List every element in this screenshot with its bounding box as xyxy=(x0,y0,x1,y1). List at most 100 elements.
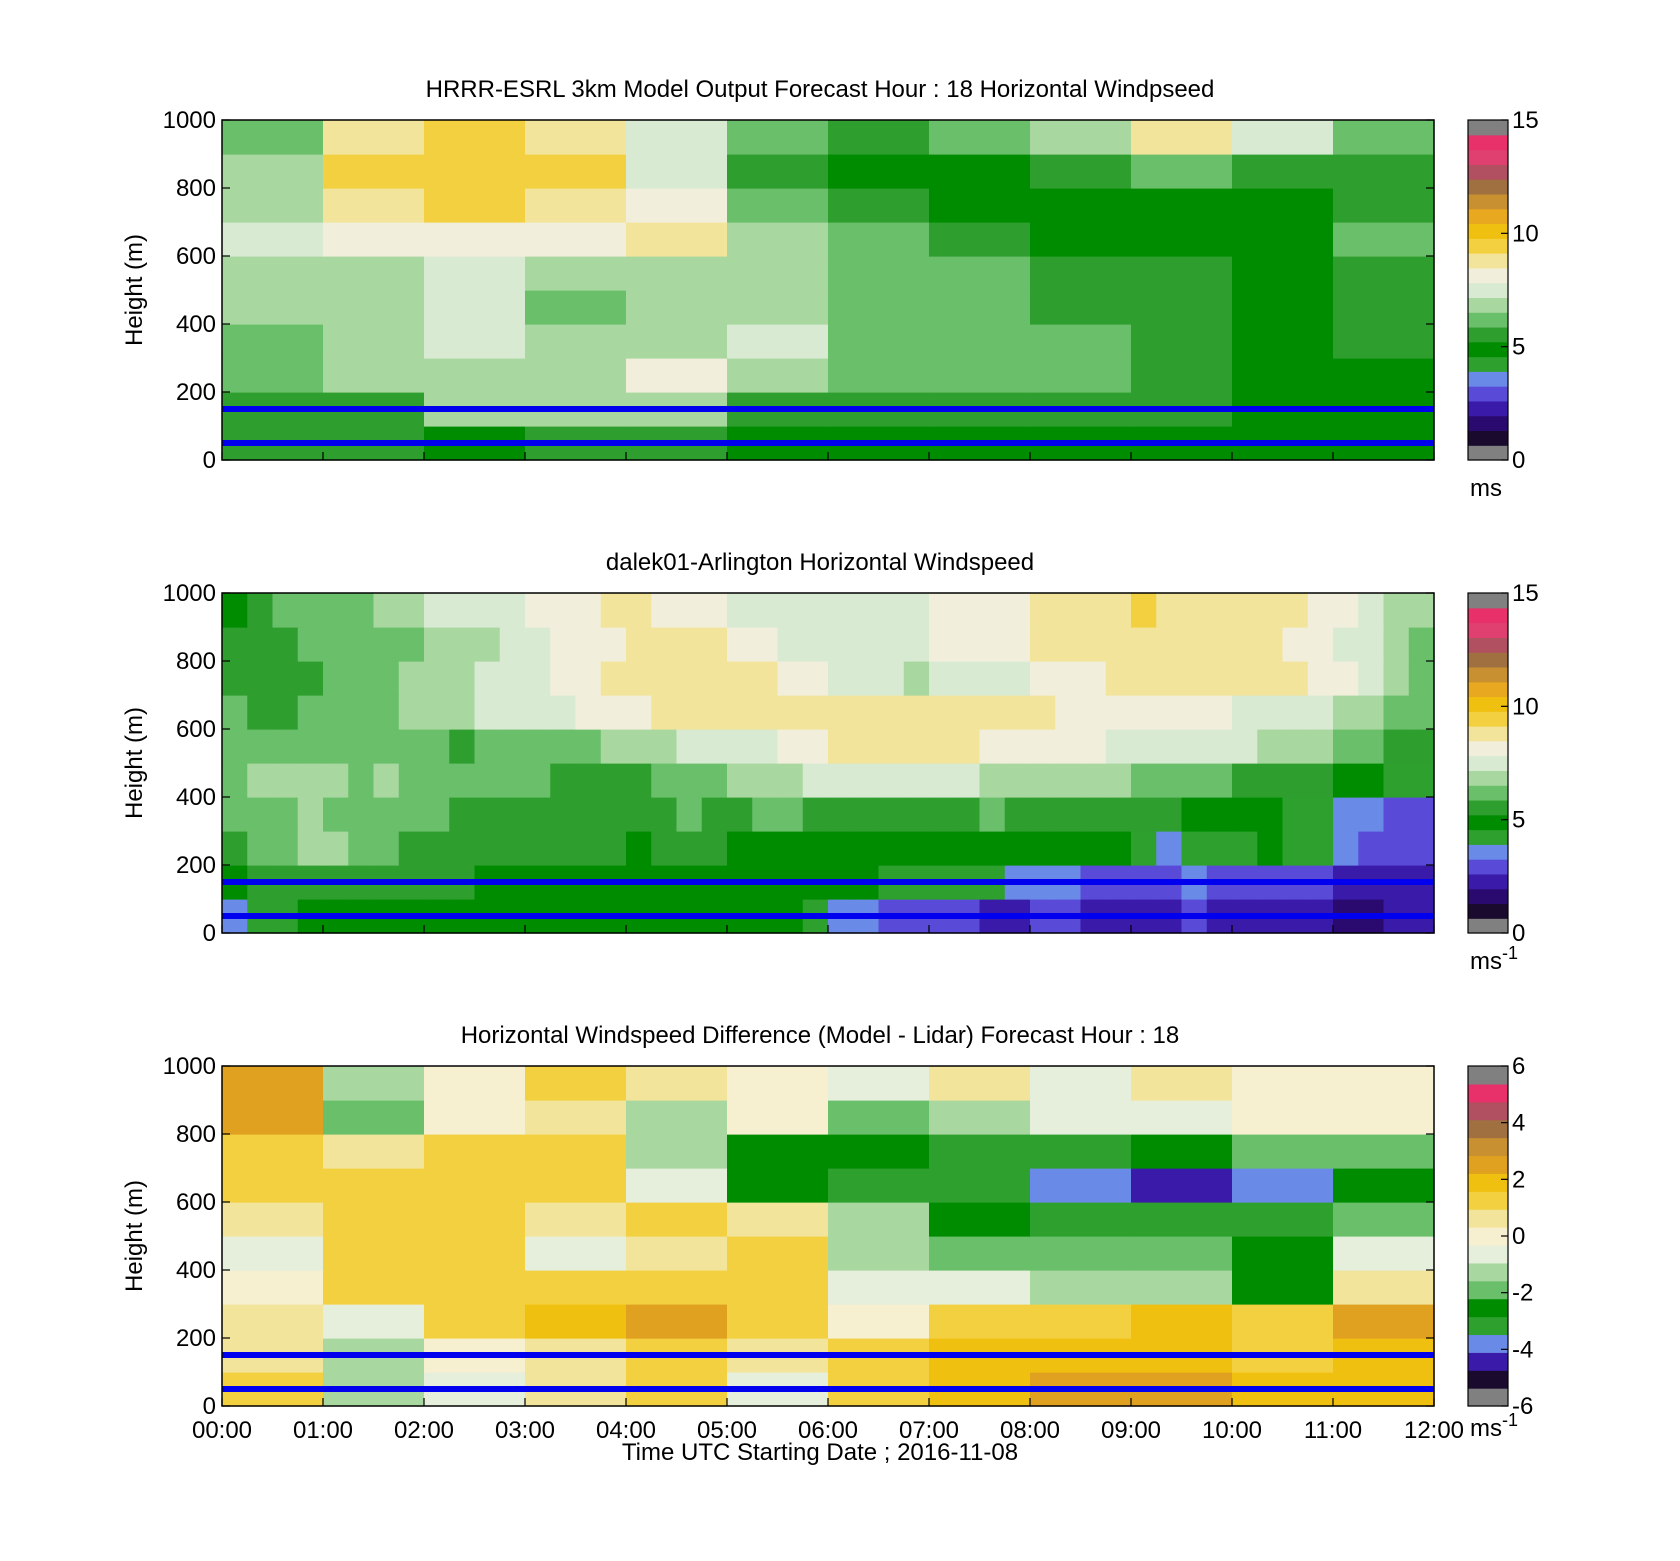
heatmap-cell xyxy=(449,627,476,662)
heatmap-cell xyxy=(1206,831,1233,866)
heatmap-cell xyxy=(1181,831,1208,866)
heatmap-cell xyxy=(727,358,829,393)
heatmap-cell xyxy=(499,695,526,730)
heatmap-cell xyxy=(323,661,349,696)
heatmap-cell xyxy=(979,661,1006,696)
heatmap-cell xyxy=(701,729,728,764)
heatmap-cell xyxy=(929,729,955,764)
heatmap-cell xyxy=(1030,627,1056,662)
heatmap-cell xyxy=(1080,593,1107,628)
heatmap-cell xyxy=(828,324,930,359)
heatmap-cell xyxy=(828,695,854,730)
heatmap-cell xyxy=(1333,695,1359,730)
heatmap-cell xyxy=(1282,593,1309,628)
heatmap-cell xyxy=(247,661,274,696)
heatmap-cell xyxy=(525,1304,627,1339)
heatmap-cell xyxy=(1080,627,1107,662)
heatmap-cell xyxy=(727,154,829,189)
panel-lidar-colorbar xyxy=(1467,592,1509,934)
heatmap-cell xyxy=(449,729,476,764)
heatmap-cell xyxy=(626,358,728,393)
heatmap-cell xyxy=(525,1168,627,1203)
heatmap-cell xyxy=(1408,593,1435,628)
heatmap-cell xyxy=(1156,627,1183,662)
panel-difference-title: Horizontal Windspeed Difference (Model -… xyxy=(461,1022,1180,1049)
heatmap-cell xyxy=(1282,627,1309,662)
heatmap-cell xyxy=(1257,797,1284,832)
heatmap-cell xyxy=(1156,763,1183,798)
heatmap-cell xyxy=(828,1134,930,1169)
heatmap-cell xyxy=(247,831,274,866)
heatmap-cell xyxy=(1030,1066,1132,1101)
heatmap-cell xyxy=(1131,797,1157,832)
heatmap-cell xyxy=(802,831,829,866)
heatmap-cell xyxy=(525,154,627,189)
colorbar-segment xyxy=(1468,193,1508,210)
heatmap-cell xyxy=(1105,729,1132,764)
heatmap-cell xyxy=(1206,627,1233,662)
heatmap-cell xyxy=(828,188,930,223)
heatmap-cell xyxy=(1131,1270,1233,1305)
colorbar-segment xyxy=(1468,1298,1508,1318)
heatmap-cell xyxy=(903,593,930,628)
colorbar-segment xyxy=(1468,282,1508,298)
heatmap-cell xyxy=(701,831,728,866)
heatmap-cell xyxy=(1257,695,1284,730)
heatmap-cell xyxy=(929,1304,1031,1339)
unit-exponent: -1 xyxy=(1502,943,1518,963)
heatmap-cell xyxy=(1232,1100,1334,1135)
heatmap-cell xyxy=(626,593,652,628)
colorbar-segment xyxy=(1468,1280,1508,1300)
colorbar-segment xyxy=(1468,770,1508,786)
heatmap-cell xyxy=(1131,661,1157,696)
y-tick-label: 800 xyxy=(176,1121,216,1148)
heatmap-cell xyxy=(1408,797,1435,832)
heatmap-cell xyxy=(1282,763,1309,798)
heatmap-cell xyxy=(1257,593,1284,628)
heatmap-cell xyxy=(424,797,450,832)
heatmap-cell xyxy=(1333,188,1435,223)
heatmap-cell xyxy=(929,1066,1031,1101)
heatmap-cell xyxy=(222,1168,324,1203)
panel-model: HRRR-ESRL 3km Model Output Forecast Hour… xyxy=(121,76,1539,502)
heatmap-cell xyxy=(929,256,1031,291)
heatmap-cell xyxy=(600,831,627,866)
heatmap-cell xyxy=(499,661,526,696)
heatmap-cell xyxy=(1131,1202,1233,1237)
heatmap-cell xyxy=(424,695,450,730)
heatmap-cell xyxy=(979,763,1006,798)
heatmap-cell xyxy=(1105,593,1132,628)
heatmap-cell xyxy=(828,154,930,189)
heatmap-cell xyxy=(1232,358,1334,393)
heatmap-cell xyxy=(525,797,551,832)
heatmap-cell xyxy=(1055,661,1082,696)
heatmap-cell xyxy=(1181,627,1208,662)
heatmap-cell xyxy=(1206,763,1233,798)
heatmap-cell xyxy=(777,763,804,798)
heatmap-cell xyxy=(727,1066,829,1101)
unit-text: ms xyxy=(1470,1415,1502,1442)
heatmap-cell xyxy=(929,1236,1031,1271)
heatmap-cell xyxy=(1030,120,1132,155)
colorbar-tick-label: 5 xyxy=(1512,334,1525,361)
heatmap-cell xyxy=(222,358,324,393)
heatmap-cell xyxy=(727,627,753,662)
colorbar-segment xyxy=(1468,1262,1508,1282)
heatmap-cell xyxy=(727,1270,829,1305)
heatmap-cell xyxy=(323,1066,425,1101)
colorbar-segment xyxy=(1468,859,1508,875)
heatmap-cell xyxy=(499,729,526,764)
heatmap-cell xyxy=(929,358,1031,393)
heatmap-cell xyxy=(1131,695,1157,730)
heatmap-cell xyxy=(828,593,854,628)
heatmap-cell xyxy=(954,729,981,764)
heatmap-cell xyxy=(1131,1134,1233,1169)
heatmap-cell xyxy=(878,593,905,628)
heatmap-cell xyxy=(222,695,248,730)
heatmap-cell xyxy=(449,797,476,832)
heatmap-cell xyxy=(424,358,526,393)
heatmap-cell xyxy=(676,627,703,662)
heatmap-cell xyxy=(424,1202,526,1237)
heatmap-cell xyxy=(575,729,602,764)
y-tick-label: 400 xyxy=(176,1257,216,1284)
